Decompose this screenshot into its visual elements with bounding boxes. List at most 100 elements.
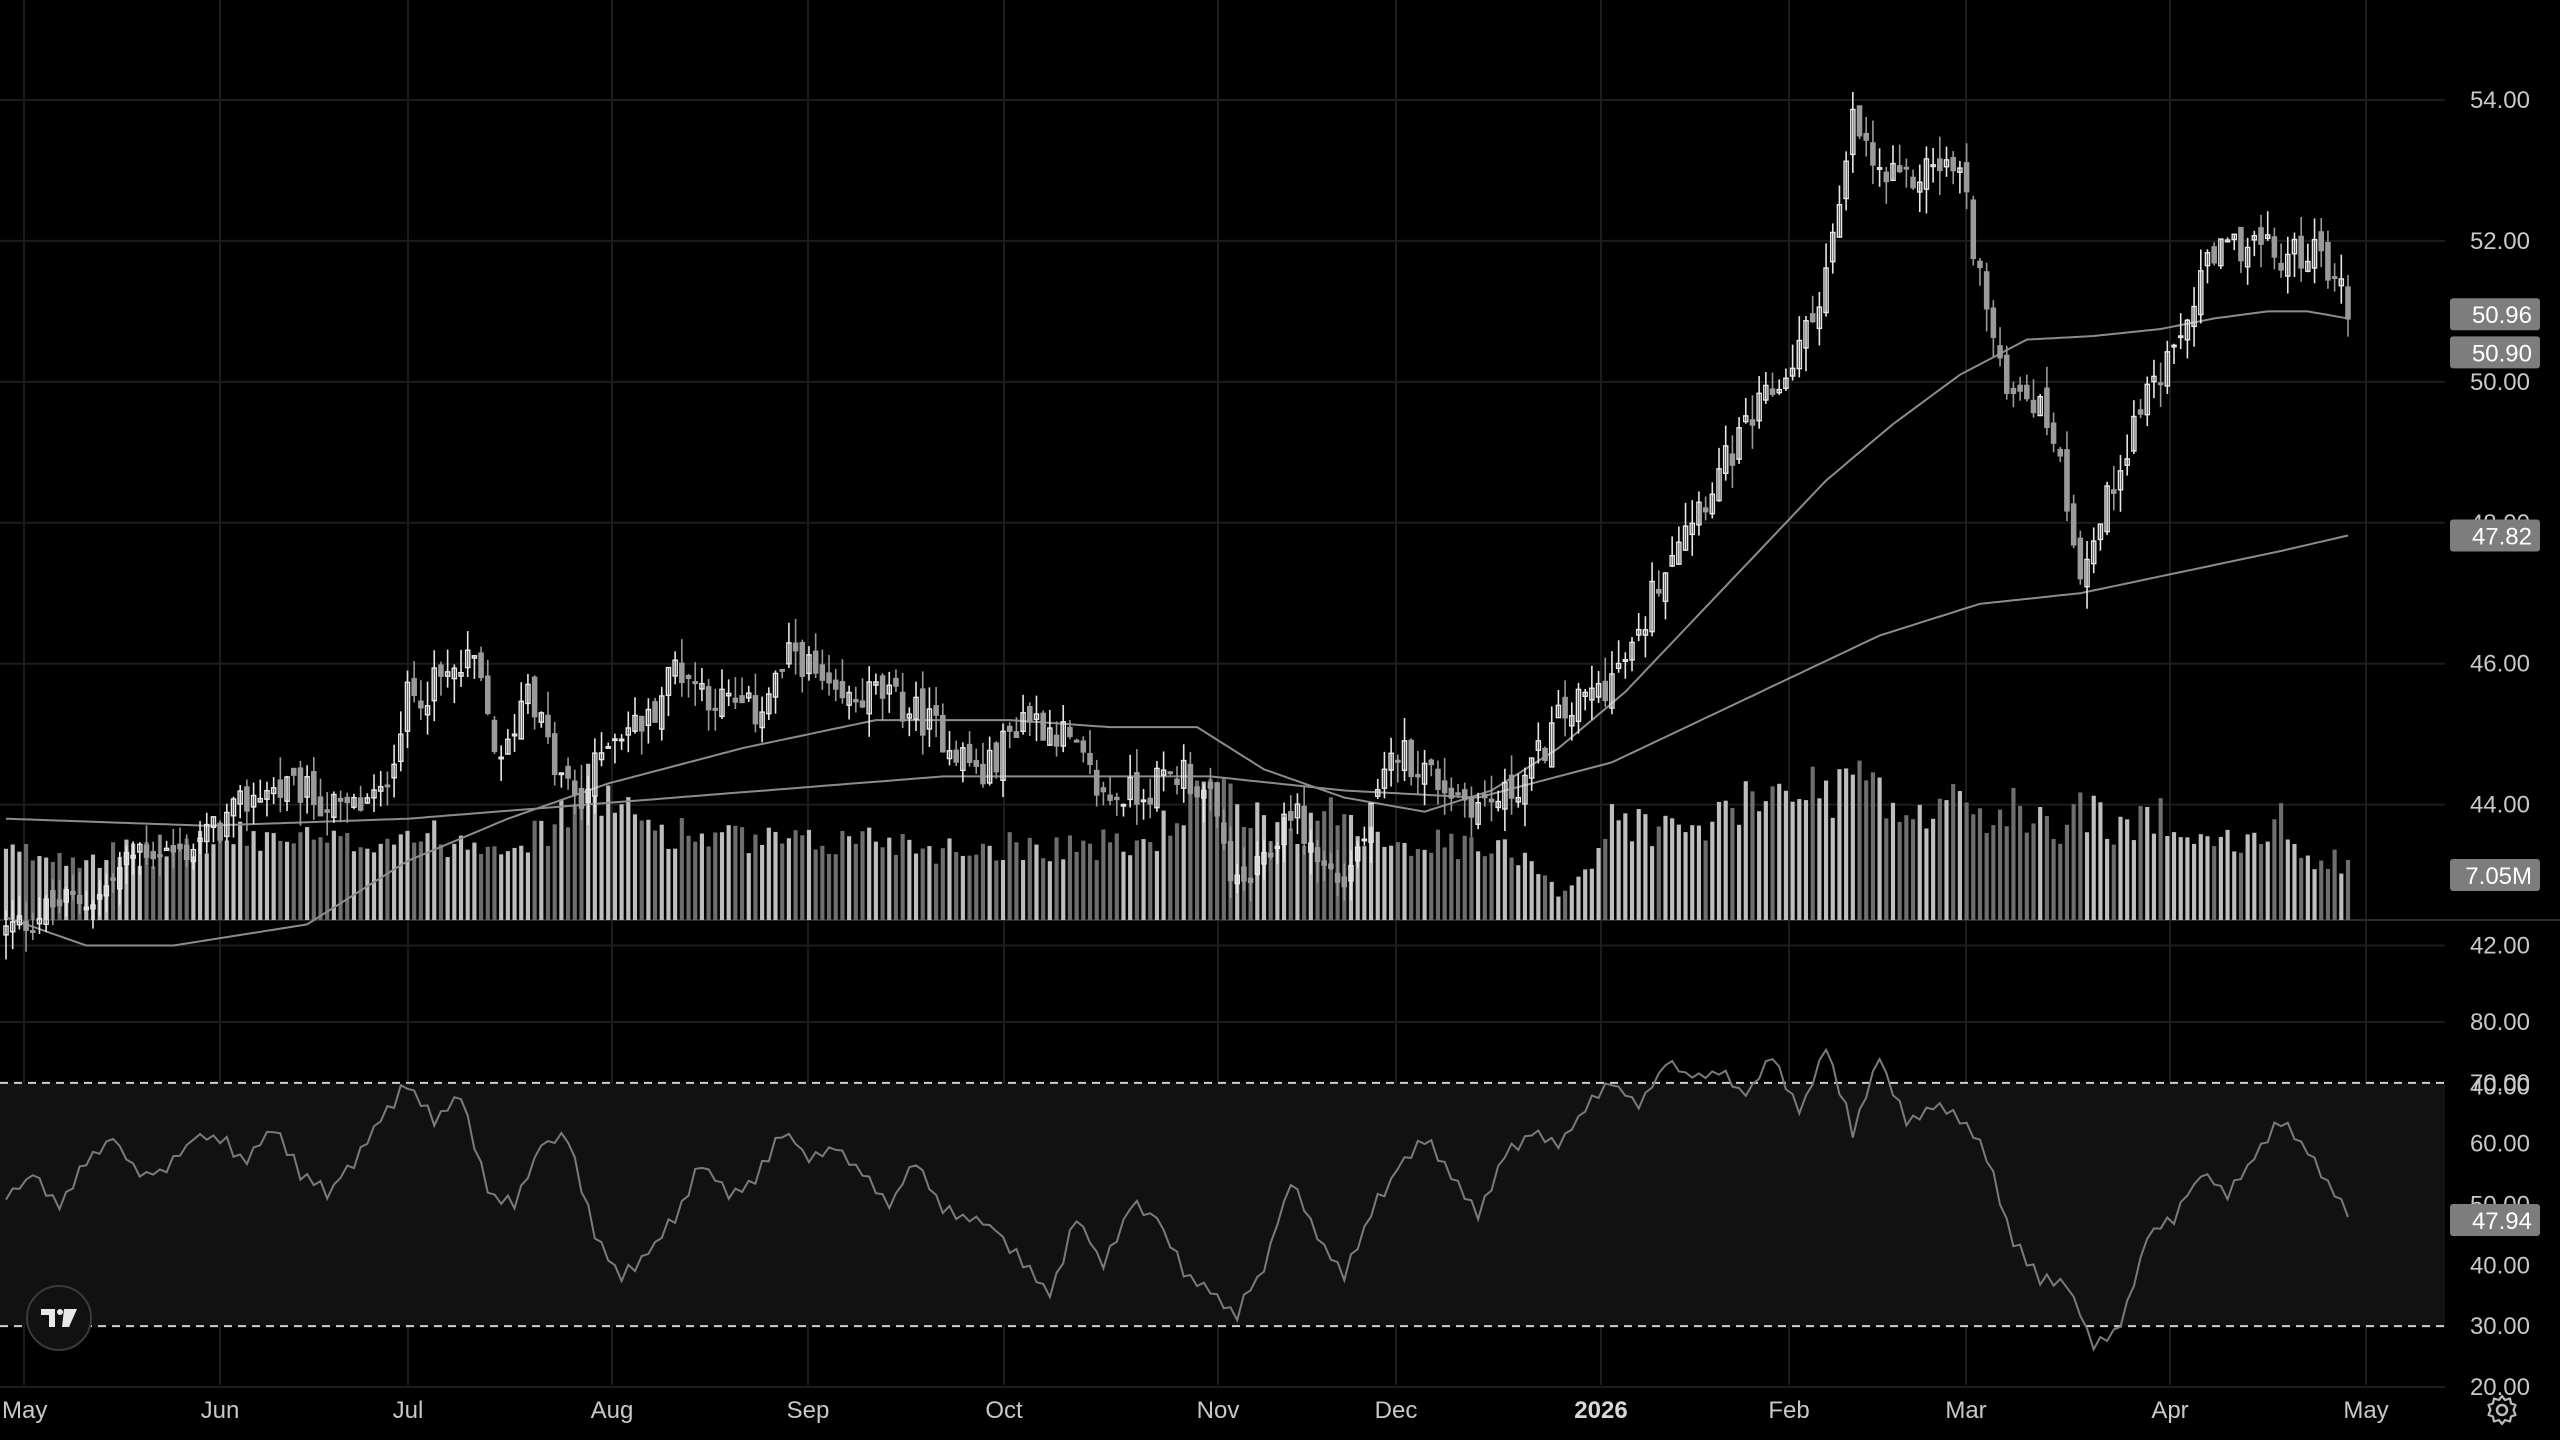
volume-bar <box>860 831 865 920</box>
volume-bar <box>271 833 276 920</box>
candle <box>203 812 210 854</box>
volume-bar <box>1737 824 1742 920</box>
candle <box>210 816 217 843</box>
candle-body <box>478 652 484 679</box>
axes[interactable]: 54.0052.0050.0048.0046.0044.0042.0040.00… <box>2 87 2530 1424</box>
candle-body <box>36 917 43 925</box>
candle-body <box>203 823 210 843</box>
volume-bar <box>251 831 256 920</box>
volume-bar <box>626 797 631 920</box>
candle <box>1267 840 1274 860</box>
candle-body <box>143 844 150 858</box>
candle <box>578 764 585 821</box>
volume-bar <box>893 854 899 920</box>
time-axis-tick: Nov <box>1197 1397 1240 1424</box>
candle <box>1696 491 1702 536</box>
candle-body <box>1107 794 1113 801</box>
volume-bar <box>760 844 765 920</box>
volume-bar <box>1074 851 1079 920</box>
volume-bar <box>2171 832 2177 920</box>
volume-bar <box>1161 810 1166 920</box>
volume-bar <box>2038 806 2043 920</box>
candle <box>123 845 130 884</box>
candle-body <box>471 655 478 659</box>
candle <box>946 731 953 766</box>
candle-body <box>2264 234 2271 240</box>
candle-body <box>1990 307 1997 338</box>
volume-bar <box>1924 828 1929 920</box>
candle <box>143 825 150 865</box>
candle-body <box>177 843 183 850</box>
candle-body <box>1983 271 1990 310</box>
candle-body <box>1562 696 1568 719</box>
candle <box>1254 841 1261 876</box>
candle-body <box>244 786 250 812</box>
candle-body <box>1689 522 1696 536</box>
candle-body <box>605 746 612 749</box>
volume-bar <box>278 840 283 920</box>
volume-bar <box>84 860 89 920</box>
candle <box>50 879 56 926</box>
candle <box>344 792 351 823</box>
volume-bar <box>1208 778 1213 920</box>
candle-body <box>1729 453 1736 466</box>
volume-bar <box>1763 801 1768 920</box>
candle-body <box>913 696 919 720</box>
volume-bar <box>258 850 263 920</box>
candle <box>2338 254 2345 304</box>
candle-body <box>197 837 203 843</box>
volume-bar <box>1663 815 1668 920</box>
volume-bar <box>218 830 223 920</box>
candle-body <box>873 681 879 686</box>
volume-bar <box>733 825 738 920</box>
candle <box>966 731 973 767</box>
candle-body <box>732 697 739 703</box>
candle <box>705 679 712 731</box>
volume-bar <box>131 843 136 920</box>
candle-body <box>745 692 752 699</box>
candle <box>993 741 1000 779</box>
candle <box>1401 717 1408 782</box>
volume-bar <box>331 830 336 920</box>
volume-bar <box>2084 832 2090 920</box>
candle <box>371 774 377 812</box>
candle <box>29 912 36 941</box>
candle-body <box>685 675 692 680</box>
volume-bar <box>2145 806 2150 920</box>
volume-bar <box>1823 780 1829 920</box>
candle-body <box>1495 800 1501 809</box>
volume-bar <box>1716 801 1722 920</box>
candle-body <box>1823 267 1829 314</box>
candle <box>411 661 417 703</box>
candle-body <box>2184 319 2191 341</box>
candle <box>2325 230 2331 289</box>
candle <box>217 820 223 844</box>
volume-bar <box>2212 846 2217 920</box>
tradingview-logo-icon[interactable] <box>26 1285 92 1351</box>
candle <box>1067 720 1073 740</box>
candle <box>2077 530 2084 585</box>
candle-body <box>973 759 980 767</box>
volume-bar <box>673 848 678 920</box>
candle-body <box>217 822 223 841</box>
gear-icon[interactable] <box>2484 1392 2520 1428</box>
candle <box>1428 758 1435 777</box>
candle-body <box>2003 354 2010 394</box>
candle-body <box>2171 344 2177 348</box>
volume-bar <box>1636 809 1641 920</box>
volume-bar <box>900 834 905 920</box>
candle <box>2050 412 2057 453</box>
candle <box>518 682 525 740</box>
volume-bar <box>1997 809 2003 920</box>
candle <box>2177 313 2184 350</box>
candle-body <box>1287 811 1294 821</box>
candle-body <box>2224 239 2231 243</box>
candle <box>1495 790 1501 812</box>
candle-body <box>799 641 806 677</box>
candle <box>1756 376 1762 429</box>
volume-bar <box>1951 784 1956 920</box>
volume-bar <box>398 834 403 920</box>
volume-bar <box>1041 858 1046 920</box>
